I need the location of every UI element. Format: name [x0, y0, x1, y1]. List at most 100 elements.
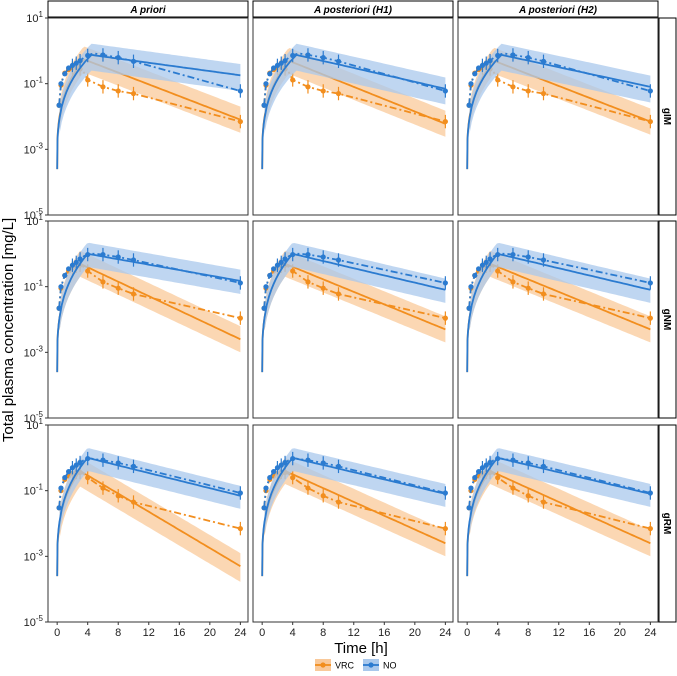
data-point-vrc [647, 315, 653, 321]
data-point-no [267, 71, 273, 77]
data-point-vrc [647, 525, 653, 532]
data-point-no [263, 284, 269, 290]
data-point-no [320, 460, 326, 466]
data-point-vrc [115, 285, 121, 291]
row-strip [658, 424, 677, 623]
data-point-no [647, 280, 653, 286]
data-point-no [282, 256, 288, 262]
data-point-no [335, 463, 342, 469]
legend: VRC NO [315, 659, 397, 671]
y-tick-base: 10 [24, 144, 36, 156]
data-point-no [483, 462, 489, 468]
data-point-no [468, 485, 474, 491]
data-point-no [261, 305, 267, 311]
data-point-no [476, 469, 482, 475]
x-tick-label: 4 [290, 627, 296, 639]
y-tick-label: 10-1 [24, 76, 44, 91]
column-strip-label: A posteriori (H1) [313, 5, 393, 16]
data-point-no [335, 58, 342, 64]
data-point-no [77, 459, 83, 466]
data-point-no [290, 455, 296, 462]
data-point-no [278, 462, 284, 468]
row-strip [658, 220, 677, 419]
data-point-no [56, 102, 62, 108]
data-point-no [320, 254, 326, 260]
legend-label: VRC [335, 661, 355, 671]
data-point-no [85, 251, 91, 258]
data-point-no [271, 266, 277, 272]
y-tick-base: 10 [24, 617, 36, 629]
data-point-vrc [442, 118, 448, 125]
y-tick-exponent: -1 [36, 76, 44, 85]
y-tick-exponent: -1 [36, 279, 44, 288]
x-tick-label: 8 [525, 627, 531, 639]
data-point-no [58, 81, 64, 87]
panel-gNM-2 [252, 220, 454, 419]
panel-plot-area [56, 43, 243, 170]
data-point-no [540, 257, 547, 263]
y-tick-base: 10 [26, 216, 38, 228]
panel-border [457, 220, 659, 419]
panel-border [252, 17, 454, 216]
data-point-no [130, 257, 137, 263]
data-point-no [335, 257, 342, 263]
y-tick-base: 10 [24, 347, 36, 359]
model-line-no [261, 457, 446, 577]
data-point-vrc [237, 525, 243, 532]
data-point-no [263, 81, 269, 87]
column-strip [252, 0, 454, 18]
panels-layer [47, 17, 659, 623]
y-tick-exponent: 1 [39, 417, 44, 426]
data-point-vrc [100, 84, 106, 90]
data-point-vrc [85, 268, 91, 274]
panel-gNM-1 [47, 220, 249, 419]
y-tick-exponent: -3 [36, 548, 44, 557]
data-point-no [274, 262, 281, 268]
prediction-band-no [469, 243, 651, 331]
data-point-no [305, 52, 311, 58]
column-strip [47, 0, 249, 18]
x-axis-title: Time [h] [334, 640, 388, 657]
data-point-no [442, 280, 448, 286]
data-point-vrc [237, 315, 243, 321]
data-point-vrc [85, 77, 91, 83]
x-tick-label: 8 [115, 627, 121, 639]
data-point-no [62, 71, 68, 77]
panel-gRM-1 [47, 424, 249, 623]
legend-key-point [368, 662, 374, 668]
x-tick-label: 0 [464, 627, 470, 639]
data-point-no [282, 58, 288, 64]
x-tick-label: 4 [495, 627, 501, 639]
data-point-no [261, 102, 267, 108]
data-point-vrc [335, 499, 342, 505]
data-point-no [66, 266, 72, 272]
data-point-vrc [335, 291, 342, 297]
panel-gIM-2 [252, 17, 454, 216]
data-point-vrc [525, 88, 531, 94]
data-point-vrc [525, 285, 531, 291]
panel-plot-area [261, 43, 448, 170]
data-point-no [442, 88, 448, 94]
data-point-vrc [305, 279, 311, 285]
y-tick-label: 10-5 [24, 410, 44, 425]
data-point-no [647, 490, 653, 496]
data-point-vrc [510, 84, 516, 90]
legend-label: NO [383, 661, 397, 671]
data-point-vrc [495, 475, 501, 481]
panel-border [457, 17, 659, 216]
y-tick-exponent: 1 [39, 10, 44, 19]
data-point-no [472, 71, 478, 77]
column-strip [457, 0, 659, 18]
y-tick-label: 10-3 [24, 344, 44, 359]
data-point-vrc [320, 285, 326, 291]
y-tick-label: 10-1 [24, 483, 44, 498]
data-point-no [476, 266, 482, 272]
data-point-no [305, 251, 311, 258]
data-point-vrc [540, 90, 547, 97]
x-tick-label: 4 [85, 627, 91, 639]
data-point-no [130, 463, 137, 469]
panel-plot-area [466, 43, 653, 170]
data-point-no [282, 459, 288, 466]
